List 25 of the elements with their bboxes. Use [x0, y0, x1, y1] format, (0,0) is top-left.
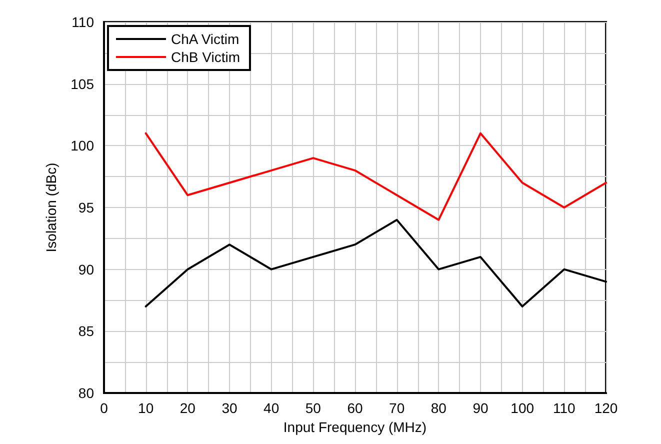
- y-tick-label: 85: [78, 323, 94, 340]
- y-tick-label: 90: [78, 261, 94, 278]
- x-tick-label: 100: [510, 400, 534, 416]
- y-tick-label: 95: [78, 200, 94, 216]
- y-axis-title: Isolation (dBc): [43, 162, 59, 252]
- x-tick-label: 70: [389, 400, 405, 416]
- x-tick-label: 40: [264, 400, 280, 416]
- x-tick-label: 80: [430, 400, 447, 416]
- x-tick-label: 90: [472, 400, 488, 416]
- x-tick-label: 10: [138, 400, 154, 416]
- x-tick-label: 120: [594, 400, 618, 416]
- y-tick-label: 110: [72, 14, 94, 30]
- legend-label: ChA Victim: [171, 31, 240, 47]
- x-tick-label: 60: [347, 400, 363, 416]
- legend-label: ChB Victim: [171, 49, 240, 65]
- x-axis-title: Input Frequency (MHz): [283, 418, 427, 435]
- line-series: [144, 132, 607, 221]
- y-tick-label: 100: [70, 138, 94, 154]
- y-tick-label: 80: [78, 385, 94, 401]
- x-tick-label: 0: [100, 400, 108, 416]
- x-tick-label: 20: [180, 400, 196, 416]
- x-tick-label: 50: [305, 400, 322, 416]
- y-tick-label: 105: [70, 76, 94, 92]
- x-tick-label: 110: [553, 400, 576, 416]
- x-tick-label: 30: [222, 400, 238, 416]
